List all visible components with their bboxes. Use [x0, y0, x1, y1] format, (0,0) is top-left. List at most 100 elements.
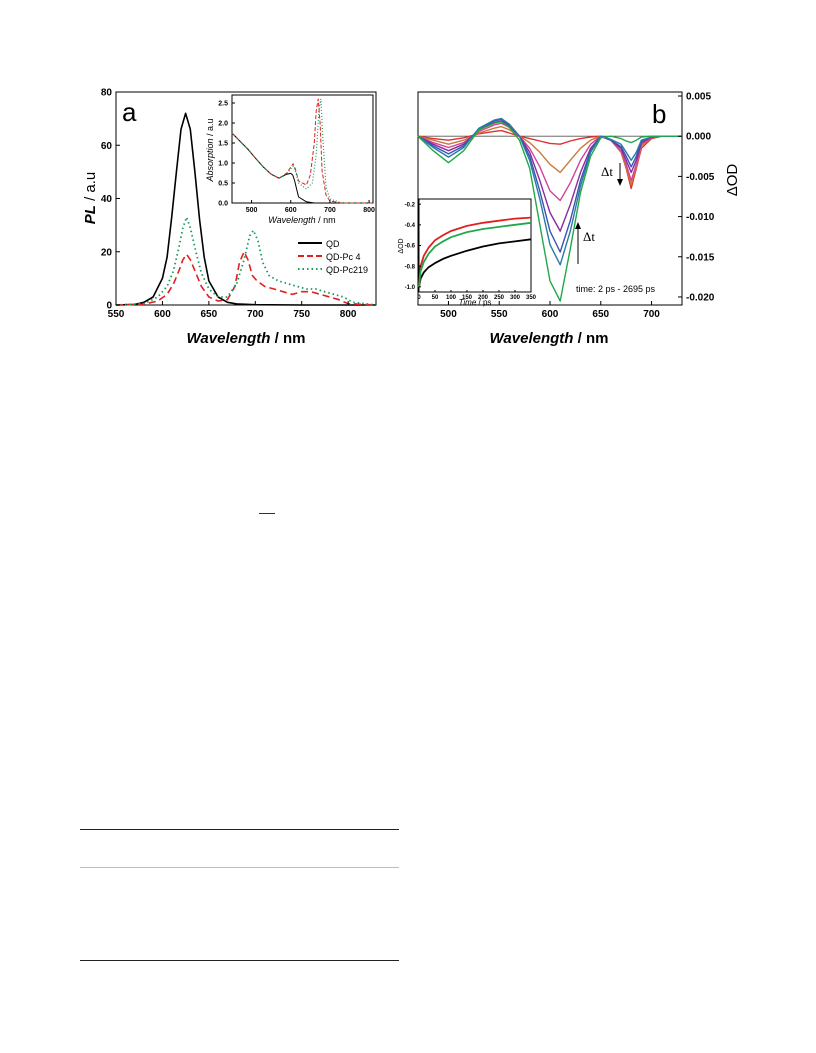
- panel-a-x-tick-label: 700: [247, 309, 264, 320]
- panel-a-letter: a: [122, 97, 137, 127]
- abs-inset-x-tick-label: 800: [363, 207, 375, 214]
- panel-b: 500 550 600 650 7000.0050.000-0.005-0.010-0.…: [398, 91, 741, 347]
- panel-a-xlabel-unit: / nm: [270, 330, 305, 347]
- kin-inset-x-tick-label: 0: [417, 295, 421, 301]
- ta-series-5: [417, 118, 682, 253]
- kinetics-inset-ylabel: ΔOD: [398, 238, 405, 253]
- panel-b-x-tick-label: 500: [440, 309, 457, 320]
- panel-b-x-tick-label: 650: [592, 309, 609, 320]
- panel-b-xlabel-unit: / nm: [573, 330, 608, 347]
- panel-a-series: [115, 112, 377, 306]
- panel-a-x-tick-label: 650: [201, 309, 218, 320]
- kin-inset-y-tick-label: -0.4: [405, 223, 416, 229]
- abs-inset-x-tick-label: 700: [324, 207, 336, 214]
- kin-inset-x-tick-label: 50: [432, 295, 439, 301]
- kinetics-inset-xlabel: Time / ps: [459, 298, 492, 307]
- kinetics-inset-xlabel-var: Time: [459, 298, 477, 307]
- kin-inset-y-tick-label: -0.6: [405, 244, 416, 250]
- panel-b-y-tick-label: -0.015: [686, 252, 715, 263]
- table-rule-bottom: [80, 960, 399, 961]
- absorption-inset-series: [231, 98, 373, 204]
- kin-inset-y-tick-label: -1.0: [405, 285, 416, 291]
- panel-a-ylabel: PL / a.u: [82, 172, 99, 225]
- absorption-inset-xlabel-var: Wavelength: [268, 215, 315, 225]
- kin-inset-x-tick-label: 250: [494, 295, 505, 301]
- panel-b-series: [417, 117, 682, 302]
- panel-a-legend: QD QD-Pc 4 QD-Pc219: [298, 239, 368, 275]
- table-rule-mid: [80, 867, 399, 868]
- abs-inset-x-tick-label: 600: [285, 207, 297, 214]
- panel-a-ylabel-var: PL: [82, 205, 99, 224]
- panel-a-y-tick-label: 80: [101, 88, 113, 99]
- panel-a-x-tick-label: 600: [154, 309, 171, 320]
- panel-a-xlabel: Wavelength / nm: [187, 330, 306, 347]
- panel-b-y-tick-label: -0.020: [686, 292, 715, 303]
- ta-series-7: [417, 120, 682, 302]
- abs-inset-y-tick-label: 1.5: [218, 140, 228, 147]
- panel-b-x-tick-label: 700: [643, 309, 660, 320]
- small-dash: [259, 513, 275, 514]
- abs-inset-y-tick-label: 0.0: [218, 200, 228, 207]
- abs-inset-y-tick-label: 2.5: [218, 100, 228, 107]
- legend-label-qd: QD: [326, 239, 340, 249]
- kin-series-3: [418, 221, 532, 287]
- panel-a-x-tick-label: 550: [108, 309, 125, 320]
- panel-a-y-tick-label: 40: [101, 194, 113, 205]
- panel-b-y-tick-label: -0.010: [686, 212, 715, 223]
- kin-inset-x-tick-label: 200: [478, 295, 489, 301]
- dt-arrow-2-head: [575, 222, 581, 229]
- kin-inset-x-tick-label: 300: [510, 295, 521, 301]
- absorption-inset-ylabel-unit: / a.u: [205, 118, 215, 138]
- time-note: time: 2 ps - 2695 ps: [576, 284, 656, 294]
- ta-series-6: [417, 117, 682, 266]
- absorption-inset-ticks: 500 600 700 800 0.0 0.5 1.0 1.5 2.0 2.5: [218, 100, 375, 214]
- panel-b-x-tick-label: 600: [542, 309, 559, 320]
- kin-inset-y-tick-label: -0.2: [405, 202, 416, 208]
- panel-a-ticks: 550 600 650 700 750 800 0 20 40 60 80: [101, 88, 357, 321]
- pl-series-3: [115, 216, 377, 306]
- pl-series-1: [115, 112, 376, 306]
- panel-a-x-tick-label: 750: [293, 309, 310, 320]
- abs-series-3: [231, 98, 373, 204]
- absorption-inset-ylabel: Absorption / a.u: [205, 118, 215, 182]
- dt-arrow-1-head: [617, 179, 623, 186]
- panel-a-x-tick-label: 800: [340, 309, 357, 320]
- absorption-inset: 500 600 700 800 0.0 0.5 1.0 1.5 2.0 2.5 Wavelengt…: [205, 94, 375, 225]
- abs-inset-y-tick-label: 1.0: [218, 160, 228, 167]
- kin-inset-x-tick-label: 150: [462, 295, 473, 301]
- absorption-inset-xlabel: Wavelength / nm: [268, 215, 335, 225]
- kinetics-inset-xlabel-unit: / ps: [476, 298, 491, 307]
- legend-label-qd-pc4: QD-Pc 4: [326, 252, 361, 262]
- kinetics-inset: 0 50 100 150 200 250 300 350 -0.2 -0.4 -0.6 -0.8 -1.…: [398, 198, 537, 307]
- kin-series-1: [418, 238, 532, 287]
- kin-inset-x-tick-label: 100: [446, 295, 457, 301]
- panel-a-y-tick-label: 60: [101, 141, 113, 152]
- abs-inset-y-tick-label: 2.0: [218, 120, 228, 127]
- ta-series-3: [417, 122, 682, 202]
- panel-b-y-tick-label: 0.000: [686, 132, 711, 143]
- legend-label-qd-pc219: QD-Pc219: [326, 265, 368, 275]
- panel-b-x-tick-label: 550: [491, 309, 508, 320]
- panel-b-y-tick-label: 0.005: [686, 92, 711, 103]
- absorption-inset-ylabel-var: Absorption: [205, 138, 215, 182]
- table-rule-top: [80, 829, 399, 830]
- kin-inset-y-tick-label: -0.8: [405, 264, 416, 270]
- absorption-inset-frame: [231, 94, 374, 204]
- panel-a: 550 600 650 700 750 800 0 20 40 60 80 a Wavelength…: [82, 88, 377, 347]
- panel-a-y-tick-label: 0: [106, 301, 112, 312]
- dt-annotation-1: Δt: [601, 164, 613, 179]
- panel-a-ylabel-unit: / a.u: [82, 172, 99, 205]
- panel-b-y-tick-label: -0.005: [686, 172, 715, 183]
- panel-b-ylabel: ΔOD: [724, 164, 741, 197]
- kin-series-2: [418, 216, 532, 287]
- abs-inset-y-tick-label: 0.5: [218, 180, 228, 187]
- kin-inset-x-tick-label: 350: [526, 295, 537, 301]
- panel-a-xlabel-var: Wavelength: [187, 330, 271, 347]
- absorption-inset-xlabel-unit: / nm: [316, 215, 336, 225]
- kinetics-inset-ticks: 0 50 100 150 200 250 300 350 -0.2 -0.4 -0.6 -0.8 -1.…: [405, 202, 537, 301]
- panel-b-xlabel: Wavelength / nm: [490, 330, 609, 347]
- dt-annotation-2: Δt: [583, 229, 595, 244]
- panel-b-ticks: 500 550 600 650 700 0.005 0.000 -0.005 -0.010 -0.…: [440, 92, 715, 320]
- panel-b-xlabel-var: Wavelength: [490, 330, 574, 347]
